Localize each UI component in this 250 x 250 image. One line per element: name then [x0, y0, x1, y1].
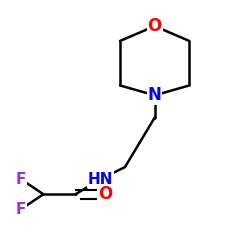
Text: O: O	[148, 17, 162, 35]
Text: F: F	[16, 202, 26, 216]
Text: HN: HN	[88, 172, 113, 187]
Text: O: O	[98, 185, 112, 203]
Text: N: N	[148, 86, 162, 104]
Text: F: F	[16, 172, 26, 187]
